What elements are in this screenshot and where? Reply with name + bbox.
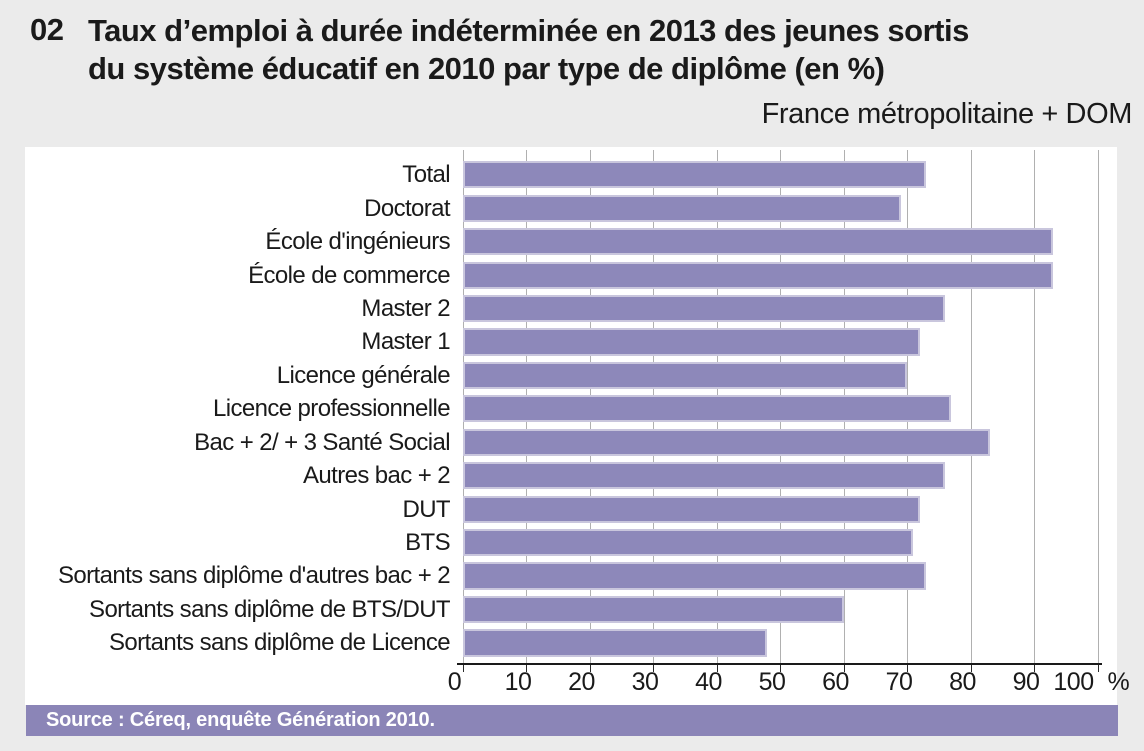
x-axis-tick-70 xyxy=(907,664,908,672)
category-label: Sortants sans diplôme d'autres bac + 2 xyxy=(57,562,451,590)
bar xyxy=(462,428,990,456)
x-tick-label: 60 xyxy=(822,668,849,696)
figure-title-line2: du système éducatif en 2010 par type de … xyxy=(88,51,885,86)
category-label: École de commerce xyxy=(248,261,450,289)
category-label: École d'ingénieurs xyxy=(265,228,450,256)
x-tick-label: 70 xyxy=(885,668,913,696)
category-label: Sortants sans diplôme de Licence xyxy=(108,629,451,657)
category-label: Licence générale xyxy=(276,361,451,389)
x-axis-tick-0 xyxy=(462,664,464,672)
x-tick-label: 50 xyxy=(758,668,786,696)
bar xyxy=(462,295,946,323)
bar xyxy=(462,161,927,189)
figure-title: Taux d’emploi à durée indéterminée en 20… xyxy=(88,12,1088,88)
x-axis-tick-80 xyxy=(970,664,972,672)
source-bar: Source : Céreq, enquête Génération 2010. xyxy=(26,705,1118,736)
bar xyxy=(462,562,927,590)
figure-number: 02 xyxy=(30,12,64,47)
category-label: Bac + 2/ + 3 Santé Social xyxy=(194,428,450,456)
bar xyxy=(462,462,946,490)
bar xyxy=(462,495,920,523)
x-axis-tick-100 xyxy=(1097,664,1099,672)
category-label: Doctorat xyxy=(364,194,451,222)
category-label: Master 2 xyxy=(361,295,450,323)
bar xyxy=(462,261,1054,289)
x-axis-tick-50 xyxy=(780,664,781,672)
x-tick-label: 40 xyxy=(695,668,722,696)
bar xyxy=(462,228,1054,256)
bar xyxy=(462,194,901,222)
x-tick-label: 0 xyxy=(447,668,462,696)
x-tick-label: 30 xyxy=(631,668,659,696)
gridline-80 xyxy=(970,150,972,663)
bar xyxy=(462,595,844,624)
x-tick-label: 20 xyxy=(568,668,595,696)
x-axis-line xyxy=(456,662,1102,665)
x-tick-label: 90 xyxy=(1012,668,1040,696)
category-label: Licence professionnelle xyxy=(212,395,451,423)
x-tick-label: 80 xyxy=(949,668,976,696)
gridline-100 xyxy=(1097,150,1099,663)
x-tick-label: 100 xyxy=(1053,668,1094,696)
x-tick-label: 10 xyxy=(504,668,532,696)
category-label: Sortants sans diplôme de BTS/DUT xyxy=(89,595,451,623)
figure-title-line1: Taux d’emploi à durée indéterminée en 20… xyxy=(88,13,969,48)
gridline-90 xyxy=(1034,150,1035,663)
category-label: DUT xyxy=(402,495,450,523)
source-text: Source : Céreq, enquête Génération 2010. xyxy=(46,709,435,731)
x-axis-tick-60 xyxy=(843,664,845,672)
chart-panel: Total Doctorat École d'ingénieurs École de … xyxy=(25,147,1130,705)
x-axis-tick-90 xyxy=(1034,664,1035,672)
x-axis-unit-label: % xyxy=(1107,668,1130,696)
bar xyxy=(462,629,768,657)
category-label: BTS xyxy=(405,529,450,557)
x-axis-tick-10 xyxy=(526,664,527,672)
x-axis-tick-20 xyxy=(589,664,591,672)
bar-chart: Total Doctorat École d'ingénieurs École de … xyxy=(25,147,1130,705)
bar xyxy=(462,328,920,356)
x-axis-tick-30 xyxy=(653,664,654,672)
bar xyxy=(462,361,907,390)
figure-subtitle: France métropolitaine + DOM xyxy=(761,98,1133,130)
x-axis-tick-40 xyxy=(716,664,718,672)
bar xyxy=(462,529,914,557)
category-label: Total xyxy=(402,161,450,189)
category-label: Autres bac + 2 xyxy=(302,462,451,490)
bar xyxy=(462,395,952,423)
category-label: Master 1 xyxy=(361,328,450,356)
